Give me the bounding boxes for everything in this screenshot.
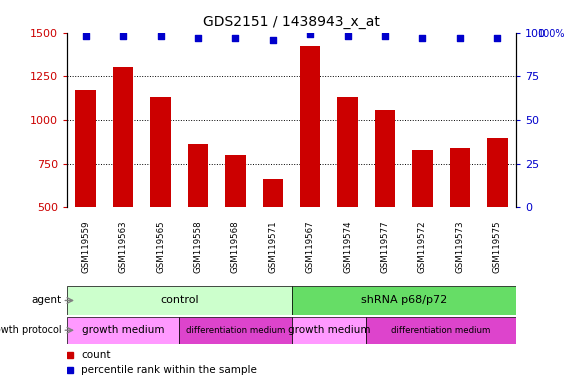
Point [305,31,315,38]
Point [194,35,203,41]
Bar [412,150,433,207]
Point [380,33,389,39]
Point [268,36,278,43]
Text: growth medium: growth medium [82,325,164,335]
Bar [262,179,283,207]
Point [455,35,465,41]
Bar [292,286,516,315]
Point [231,35,240,41]
Text: GSM119574: GSM119574 [343,220,352,273]
Text: GSM119573: GSM119573 [455,220,464,273]
Bar [300,46,321,207]
Y-axis label: 100%: 100% [538,29,566,39]
Text: GSM119558: GSM119558 [194,220,202,273]
Bar [67,317,179,344]
Text: percentile rank within the sample: percentile rank within the sample [81,366,257,376]
Bar [75,90,96,207]
Text: shRNA p68/p72: shRNA p68/p72 [361,295,447,306]
Bar [366,317,516,344]
Bar [292,317,366,344]
Text: GSM119559: GSM119559 [81,220,90,273]
Text: control: control [160,295,199,306]
Text: GSM119575: GSM119575 [493,220,502,273]
Text: GSM119568: GSM119568 [231,220,240,273]
Bar [338,97,358,207]
Bar [113,67,134,207]
Point [418,35,427,41]
Bar [67,286,292,315]
Text: GSM119567: GSM119567 [305,220,315,273]
Text: GDS2151 / 1438943_x_at: GDS2151 / 1438943_x_at [203,15,380,29]
Bar [375,110,395,207]
Text: differentiation medium: differentiation medium [186,326,285,335]
Text: growth medium: growth medium [287,325,370,335]
Point [493,35,502,41]
Bar [449,148,470,207]
Text: GSM119577: GSM119577 [381,220,389,273]
Text: GSM119565: GSM119565 [156,220,165,273]
Bar [487,138,508,207]
Bar [150,97,171,207]
Point [118,33,128,39]
Point [343,33,352,39]
Text: differentiation medium: differentiation medium [391,326,491,335]
Text: GSM119572: GSM119572 [418,220,427,273]
Text: GSM119571: GSM119571 [268,220,278,273]
Text: count: count [81,350,111,360]
Bar [188,144,208,207]
Text: GSM119563: GSM119563 [119,220,128,273]
Text: growth protocol: growth protocol [0,325,61,335]
Text: agent: agent [31,295,61,306]
Bar [179,317,292,344]
Point [81,33,90,39]
Point [156,33,165,39]
Bar [225,155,245,207]
